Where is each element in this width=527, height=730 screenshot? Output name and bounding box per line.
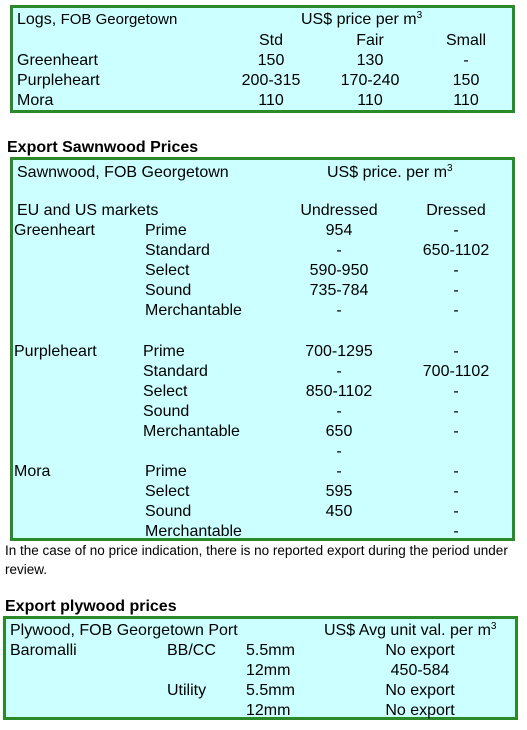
sawnwood-grade: Select: [145, 483, 190, 500]
plywood-value: 450-584: [390, 662, 450, 679]
logs-species: Purpleheart: [17, 72, 100, 89]
sawnwood-grade: Prime: [143, 343, 185, 360]
plywood-size: 5.5mm: [246, 642, 295, 659]
logs-small: 150: [452, 72, 480, 89]
sawnwood-dressed: -: [453, 503, 459, 520]
sawnwood-grade: Select: [143, 383, 188, 400]
logs-col-std: Std: [258, 32, 284, 49]
plywood-grade: BB/CC: [167, 642, 216, 659]
sawnwood-price-sup: 3: [447, 163, 453, 174]
sawnwood-dressed: -: [453, 423, 459, 440]
sawnwood-dressed: -: [453, 483, 459, 500]
sawnwood-grade: Prime: [145, 222, 187, 239]
plywood-price-sup: 3: [490, 621, 497, 632]
sawnwood-col-undressed: Undressed: [300, 202, 378, 219]
plywood-value: No export: [385, 702, 455, 719]
sawnwood-undressed: 595: [325, 483, 353, 500]
sawnwood-dressed: -: [453, 383, 459, 400]
sawnwood-table: Sawnwood, FOB Georgetown US$ price. per …: [10, 157, 515, 541]
plywood-price-header: US$ Avg unit val. per m3: [324, 621, 496, 641]
logs-species: Mora: [17, 92, 54, 109]
sawnwood-grade: Standard: [143, 363, 208, 380]
logs-table: Logs, FOB Georgetown US$ price per m3 St…: [10, 5, 515, 113]
logs-small: -: [463, 52, 469, 69]
logs-col-small: Small: [445, 32, 487, 49]
sawnwood-heading: Export Sawnwood Prices: [7, 139, 199, 156]
sawnwood-undressed: -: [336, 443, 342, 460]
sawnwood-undressed: 700-1295: [305, 343, 373, 360]
sawnwood-price-header: US$ price. per m3: [327, 163, 453, 183]
sawnwood-undressed: 450: [325, 503, 353, 520]
sawnwood-dressed: -: [453, 523, 459, 540]
logs-small: 110: [453, 92, 479, 109]
sawnwood-dressed: 700-1102: [422, 363, 490, 380]
sawnwood-grade: Sound: [145, 503, 192, 520]
sawnwood-price-header-text: US$ price. per m: [327, 164, 448, 181]
sawnwood-grade: Sound: [143, 403, 190, 420]
sawnwood-col-dressed: Dressed: [426, 202, 486, 219]
sawnwood-undressed: 590-950: [309, 262, 369, 279]
sawnwood-dressed: -: [453, 222, 459, 239]
sawnwood-dressed: -: [453, 282, 459, 299]
logs-std: 200-315: [241, 72, 301, 89]
sawnwood-grade: Standard: [145, 242, 210, 259]
logs-col-fair: Fair: [356, 32, 384, 49]
plywood-species: Baromalli: [10, 642, 77, 659]
plywood-price-header-text: US$ Avg unit val. per m: [324, 622, 491, 639]
sawnwood-undressed: -: [336, 302, 342, 319]
logs-title: Logs, FOB Georgetown: [17, 10, 177, 30]
sawnwood-dressed: -: [453, 262, 459, 279]
plywood-grade: Utility: [167, 682, 207, 699]
sawnwood-undressed: -: [336, 242, 342, 259]
logs-std: 150: [257, 52, 285, 69]
sawnwood-dressed: -: [453, 343, 459, 360]
plywood-title: Plywood, FOB Georgetown Port: [10, 622, 238, 639]
sawnwood-species: Mora: [14, 463, 51, 480]
plywood-heading: Export plywood prices: [5, 598, 177, 615]
sawnwood-undressed: 735-784: [309, 282, 369, 299]
logs-title-rest: FOB Georgetown: [60, 11, 178, 28]
sawnwood-undressed: 850-1102: [305, 383, 373, 400]
sawnwood-undressed: 650: [325, 423, 353, 440]
logs-fair: 110: [357, 92, 383, 109]
sawnwood-grade: Merchantable: [145, 523, 242, 540]
sawnwood-grade: Select: [145, 262, 190, 279]
logs-species: Greenheart: [17, 52, 98, 69]
sawnwood-market-label: EU and US markets: [17, 202, 159, 219]
sawnwood-dressed: -: [453, 403, 459, 420]
plywood-table: Plywood, FOB Georgetown Port US$ Avg uni…: [3, 616, 518, 720]
logs-price-sup: 3: [416, 10, 423, 21]
logs-price-header-text: US$ price per m: [301, 11, 417, 28]
plywood-size: 5.5mm: [246, 682, 295, 699]
sawnwood-title: Sawnwood, FOB Georgetown: [17, 164, 229, 181]
sawnwood-dressed: -: [453, 302, 459, 319]
sawnwood-species: Greenheart: [14, 222, 95, 239]
plywood-size: 12mm: [246, 662, 291, 679]
sawnwood-grade: Merchantable: [145, 302, 242, 319]
logs-price-header: US$ price per m3: [301, 10, 422, 30]
sawnwood-dressed: 650-1102: [422, 242, 490, 259]
sawnwood-dressed: -: [453, 463, 459, 480]
sawnwood-species: Purpleheart: [14, 343, 97, 360]
plywood-value: No export: [385, 682, 455, 699]
plywood-size: 12mm: [246, 702, 291, 719]
logs-fair: 170-240: [340, 72, 400, 89]
sawnwood-grade: Merchantable: [143, 423, 240, 440]
sawnwood-undressed: -: [336, 463, 342, 480]
sawnwood-undressed: -: [336, 403, 342, 420]
logs-title-main: Logs,: [17, 11, 57, 28]
sawnwood-grade: Sound: [145, 282, 192, 299]
sawnwood-undressed: -: [336, 363, 342, 380]
sawnwood-grade: Prime: [145, 463, 187, 480]
sawnwood-undressed: 954: [325, 222, 353, 239]
logs-std: 110: [258, 92, 284, 109]
plywood-value: No export: [385, 642, 455, 659]
no-price-note: In the case of no price indication, ther…: [5, 543, 508, 577]
logs-fair: 130: [356, 52, 384, 69]
